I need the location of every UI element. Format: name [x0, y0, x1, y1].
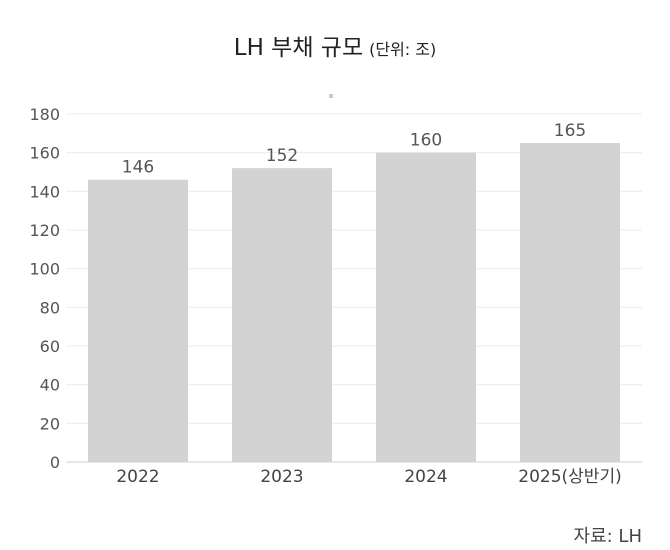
bar-2023: [232, 168, 332, 462]
y-tick-label: 160: [29, 144, 60, 163]
x-tick-label: 2025(상반기): [518, 467, 621, 487]
y-tick-label: 140: [29, 182, 60, 201]
source-note: 자료: LH: [573, 526, 642, 547]
chart-unit-label: (단위: 조): [369, 40, 437, 59]
y-tick-label: 80: [40, 298, 60, 317]
y-tick-label: 60: [40, 337, 60, 356]
y-tick-label: 20: [40, 414, 60, 433]
y-tick-label: 100: [29, 260, 60, 279]
bar-2022: [88, 179, 188, 462]
bar-2024: [376, 152, 476, 462]
data-label: 146: [122, 158, 154, 178]
y-tick-label: 0: [50, 453, 60, 472]
data-label: 165: [554, 121, 586, 141]
x-tick-label: 2024: [404, 467, 447, 487]
y-tick-label: 120: [29, 221, 60, 240]
bar-2025: [520, 143, 620, 462]
y-tick-label: 180: [29, 105, 60, 124]
legend-marker: [329, 94, 333, 98]
y-tick-label: 40: [40, 376, 60, 395]
chart-title: LH 부채 규모: [233, 35, 364, 61]
data-label: 160: [410, 131, 442, 151]
data-label: 152: [266, 146, 298, 166]
x-tick-label: 2022: [116, 467, 159, 487]
chart-title-row: LH 부채 규모 (단위: 조): [0, 28, 670, 62]
x-tick-label: 2023: [260, 467, 303, 487]
